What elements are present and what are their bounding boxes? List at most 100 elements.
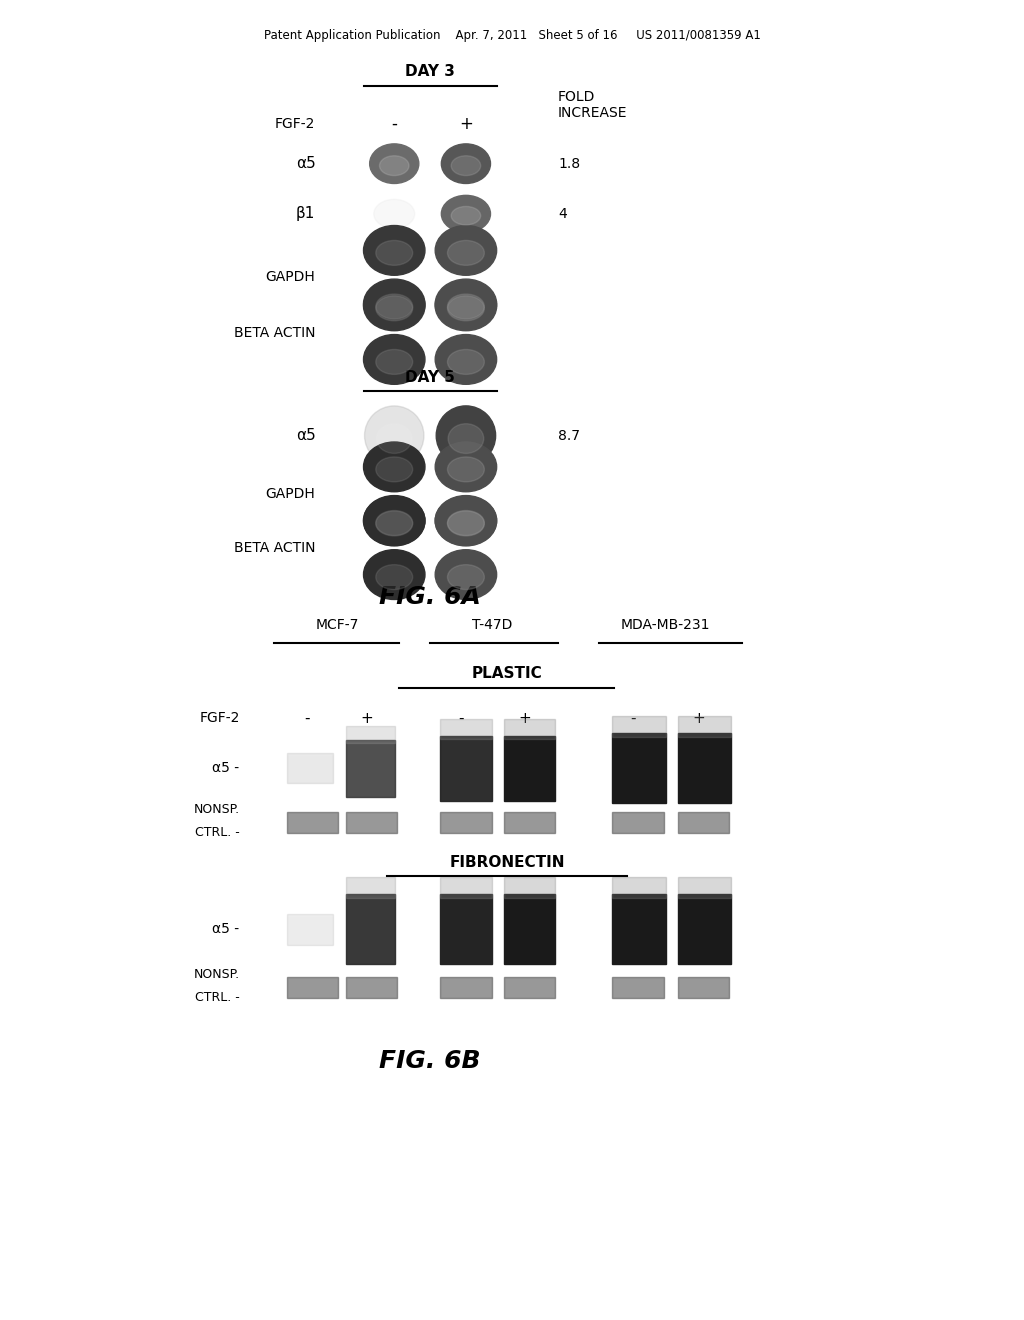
Bar xyxy=(346,977,397,998)
Bar xyxy=(612,895,666,964)
Bar xyxy=(504,812,555,833)
Ellipse shape xyxy=(447,457,484,482)
Ellipse shape xyxy=(435,442,497,492)
Text: DAY 3: DAY 3 xyxy=(406,65,455,79)
Ellipse shape xyxy=(364,279,425,329)
Bar xyxy=(678,715,731,737)
Ellipse shape xyxy=(376,294,413,319)
Ellipse shape xyxy=(447,296,484,321)
Bar xyxy=(504,977,555,998)
Text: CTRL. -: CTRL. - xyxy=(195,991,240,1005)
Text: MDA-MB-231: MDA-MB-231 xyxy=(621,618,711,632)
Ellipse shape xyxy=(364,334,425,384)
Text: FOLD
INCREASE: FOLD INCREASE xyxy=(558,90,628,120)
Bar xyxy=(346,726,395,743)
Bar xyxy=(504,895,555,964)
Bar xyxy=(346,876,395,898)
Ellipse shape xyxy=(364,496,425,546)
Text: -: - xyxy=(458,710,464,726)
Ellipse shape xyxy=(447,511,484,536)
Ellipse shape xyxy=(364,549,425,599)
Text: FIBRONECTIN: FIBRONECTIN xyxy=(450,855,564,870)
Bar xyxy=(678,734,731,803)
Ellipse shape xyxy=(435,279,497,329)
Bar xyxy=(440,895,492,964)
Text: +: + xyxy=(518,710,530,726)
Text: α5 -: α5 - xyxy=(213,762,240,775)
Bar xyxy=(346,812,397,833)
Ellipse shape xyxy=(376,240,413,265)
Bar xyxy=(678,895,731,964)
Ellipse shape xyxy=(370,144,419,183)
Bar xyxy=(612,812,664,833)
Bar xyxy=(504,719,555,739)
Ellipse shape xyxy=(447,294,484,319)
Ellipse shape xyxy=(435,281,497,331)
Text: β1: β1 xyxy=(296,206,315,222)
Bar xyxy=(678,876,731,898)
Ellipse shape xyxy=(376,350,413,375)
Text: GAPDH: GAPDH xyxy=(265,271,315,284)
Bar xyxy=(612,977,664,998)
Ellipse shape xyxy=(374,199,415,228)
Text: -: - xyxy=(304,710,310,726)
Text: MCF-7: MCF-7 xyxy=(315,618,358,632)
Ellipse shape xyxy=(441,144,490,183)
Bar xyxy=(287,907,333,916)
Ellipse shape xyxy=(376,457,413,482)
Ellipse shape xyxy=(435,496,497,546)
Ellipse shape xyxy=(447,350,484,375)
Text: NONSP.: NONSP. xyxy=(194,968,240,981)
Bar xyxy=(440,977,492,998)
Text: FIG. 6A: FIG. 6A xyxy=(379,585,481,609)
Text: BETA ACTIN: BETA ACTIN xyxy=(233,541,315,554)
Bar xyxy=(287,977,338,998)
Text: +: + xyxy=(692,710,705,726)
Text: FGF-2: FGF-2 xyxy=(275,117,315,131)
Text: FIG. 6B: FIG. 6B xyxy=(379,1049,481,1073)
Ellipse shape xyxy=(435,495,497,545)
Text: 8.7: 8.7 xyxy=(558,429,580,442)
Ellipse shape xyxy=(435,549,497,599)
Bar xyxy=(612,876,666,898)
Bar xyxy=(612,715,666,737)
Text: BETA ACTIN: BETA ACTIN xyxy=(233,326,315,339)
Bar xyxy=(287,746,333,755)
Ellipse shape xyxy=(364,281,425,331)
Ellipse shape xyxy=(435,334,497,384)
Text: PLASTIC: PLASTIC xyxy=(471,667,543,681)
Ellipse shape xyxy=(377,424,412,453)
Ellipse shape xyxy=(376,511,413,536)
Ellipse shape xyxy=(376,511,413,536)
Bar xyxy=(287,752,333,784)
Bar xyxy=(346,741,395,796)
Ellipse shape xyxy=(436,405,496,465)
Ellipse shape xyxy=(441,195,490,232)
Bar xyxy=(287,812,338,833)
Ellipse shape xyxy=(447,240,484,265)
Text: T-47D: T-47D xyxy=(472,618,513,632)
Bar xyxy=(346,895,395,964)
Ellipse shape xyxy=(364,226,425,276)
Ellipse shape xyxy=(376,565,413,590)
Text: GAPDH: GAPDH xyxy=(265,487,315,500)
Ellipse shape xyxy=(365,405,424,465)
Bar xyxy=(440,876,492,898)
Bar xyxy=(678,812,729,833)
Text: α5: α5 xyxy=(296,428,315,444)
Ellipse shape xyxy=(435,226,497,276)
Text: +: + xyxy=(459,115,473,133)
Text: α5 -: α5 - xyxy=(213,923,240,936)
Text: α5: α5 xyxy=(296,156,315,172)
Bar xyxy=(287,913,333,945)
Text: -: - xyxy=(630,710,636,726)
Bar xyxy=(440,719,492,739)
Ellipse shape xyxy=(449,424,483,453)
Text: -: - xyxy=(391,115,397,133)
Bar xyxy=(440,735,492,801)
Text: DAY 5: DAY 5 xyxy=(406,371,455,385)
Text: 1.8: 1.8 xyxy=(558,157,581,170)
Text: FGF-2: FGF-2 xyxy=(200,711,240,725)
Ellipse shape xyxy=(452,156,480,176)
Text: CTRL. -: CTRL. - xyxy=(195,826,240,840)
